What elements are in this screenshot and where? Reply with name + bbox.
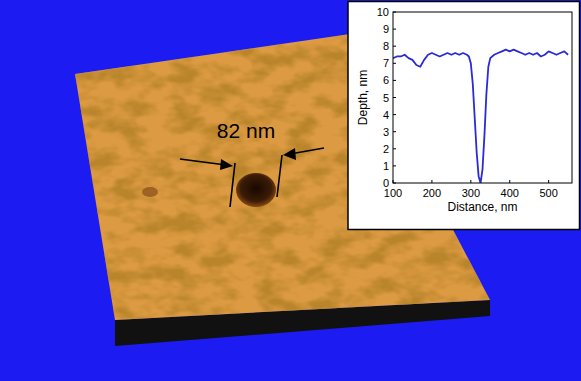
y-tick-label: 6	[383, 74, 389, 86]
plot-frame	[393, 12, 572, 183]
surface-pit	[142, 187, 158, 197]
y-axis-label: Depth, nm	[356, 70, 370, 125]
x-tick-label: 100	[384, 187, 402, 199]
y-tick-label: 1	[383, 160, 389, 172]
x-tick-label: 300	[462, 187, 480, 199]
y-tick-label: 3	[383, 126, 389, 138]
profile-line	[393, 50, 568, 183]
arrow-head	[283, 148, 296, 160]
dimension-line	[230, 163, 235, 207]
arrow-shaft	[180, 159, 226, 165]
y-tick-label: 9	[383, 23, 389, 35]
annotation: 82 nm	[217, 119, 275, 142]
x-tick-label: 200	[423, 187, 441, 199]
x-tick-label: 500	[539, 187, 557, 199]
y-tick-label: 10	[377, 6, 389, 18]
y-tick-label: 8	[383, 40, 389, 52]
y-tick-label: 4	[383, 109, 389, 121]
y-tick-label: 7	[383, 57, 389, 69]
plot-area	[393, 50, 568, 183]
pore	[236, 173, 276, 207]
figure: 82 nm012345678910100200300400500Distance…	[0, 0, 581, 381]
x-tick-label: 400	[501, 187, 519, 199]
y-tick-label: 5	[383, 92, 389, 104]
dimension-line	[277, 155, 282, 197]
x-axis-label: Distance, nm	[447, 200, 517, 214]
y-tick-label: 2	[383, 143, 389, 155]
inset-panel	[348, 2, 580, 230]
arrow-head	[220, 159, 233, 170]
